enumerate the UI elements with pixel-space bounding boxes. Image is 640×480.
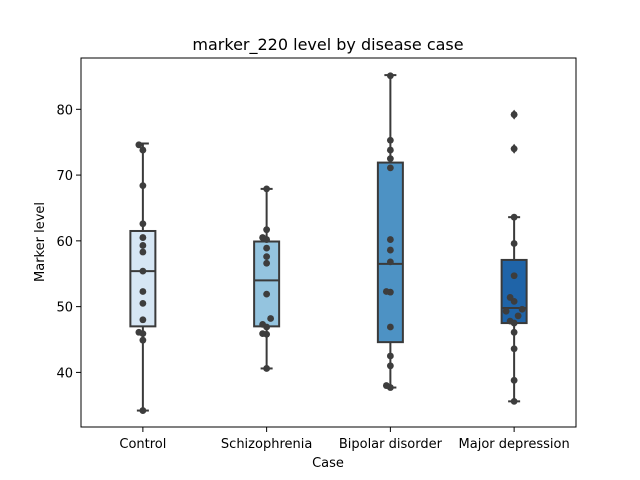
data-point <box>518 305 526 313</box>
plot-frame <box>80 57 577 428</box>
data-point <box>139 299 147 307</box>
data-point <box>510 240 518 247</box>
data-point <box>386 323 394 331</box>
data-point <box>139 220 147 228</box>
data-point <box>386 155 394 163</box>
data-point <box>263 244 271 252</box>
data-point <box>510 272 518 280</box>
data-point <box>139 248 147 256</box>
data-point <box>510 111 518 118</box>
data-point <box>510 145 518 153</box>
data-point <box>139 242 147 249</box>
data-point <box>263 290 271 298</box>
data-point <box>386 136 394 144</box>
x-tick-label: Major depression <box>459 437 570 452</box>
data-point <box>386 246 394 254</box>
data-point <box>139 182 147 190</box>
data-point <box>263 365 271 372</box>
data-point <box>510 345 518 353</box>
data-point <box>267 315 275 322</box>
x-tick-label: Control <box>119 437 166 452</box>
data-point <box>259 234 267 241</box>
y-axis-label: Marker level <box>33 202 48 282</box>
data-point <box>506 317 514 325</box>
data-point <box>259 320 267 328</box>
data-point <box>510 397 518 405</box>
data-point <box>139 336 147 344</box>
data-point <box>510 376 518 384</box>
x-tick-label: Bipolar disorder <box>339 437 443 452</box>
data-point <box>259 330 267 337</box>
x-tick-label: Schizophrenia <box>221 437 312 452</box>
data-point <box>386 258 394 266</box>
plot-area <box>129 72 528 414</box>
data-point <box>263 259 271 267</box>
data-point <box>386 352 394 360</box>
data-point <box>510 328 518 336</box>
data-point <box>386 72 394 80</box>
data-point <box>382 288 390 295</box>
data-point <box>139 146 147 154</box>
data-point <box>506 294 514 301</box>
data-point <box>139 316 147 324</box>
x-axis-label: Case <box>312 456 344 471</box>
y-tick-label: 70 <box>56 169 73 184</box>
data-point <box>386 146 394 154</box>
data-point <box>263 253 271 261</box>
axis-ticks: 40 50 60 70 80 Control Schizophrenia Bipolar di… <box>56 103 569 452</box>
chart-title: marker_220 level by disease case <box>192 35 463 55</box>
y-tick-label: 50 <box>56 301 73 316</box>
data-point <box>382 382 390 389</box>
data-point <box>386 362 394 370</box>
data-point <box>514 312 522 320</box>
data-point <box>139 288 147 295</box>
data-point <box>135 328 143 336</box>
y-tick-label: 40 <box>56 366 73 381</box>
y-tick-label: 60 <box>56 235 73 250</box>
data-point <box>139 407 147 414</box>
y-tick-label: 80 <box>56 103 73 118</box>
data-point <box>135 141 143 149</box>
data-point <box>502 307 510 315</box>
data-point <box>139 234 147 241</box>
data-point <box>386 164 394 172</box>
data-point <box>510 213 518 221</box>
data-point <box>386 236 394 243</box>
data-point <box>263 185 271 193</box>
data-point <box>263 226 271 234</box>
data-point <box>139 267 147 275</box>
